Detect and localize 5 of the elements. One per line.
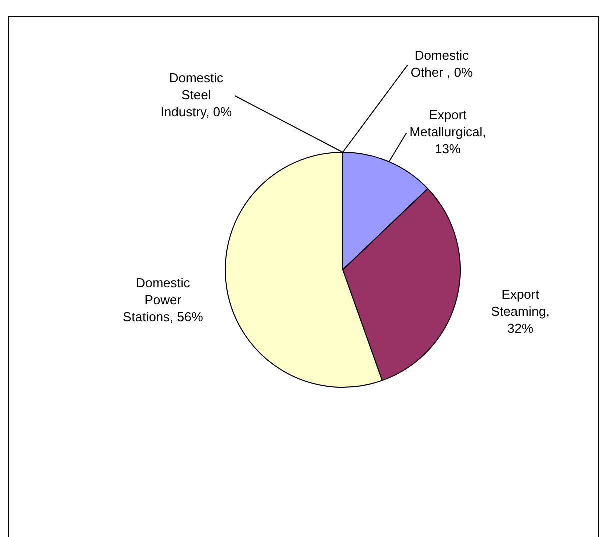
slice-label: Export Metallurgical, 13% (410, 108, 486, 157)
category-label: Domestic Other , 0% (410, 48, 474, 80)
slice-label: Export Steaming, 32% (491, 286, 550, 336)
slice-label: Domestic Power Stations, 56% (123, 276, 204, 325)
category-label: Domestic Steel Industry, 0% (160, 70, 232, 120)
